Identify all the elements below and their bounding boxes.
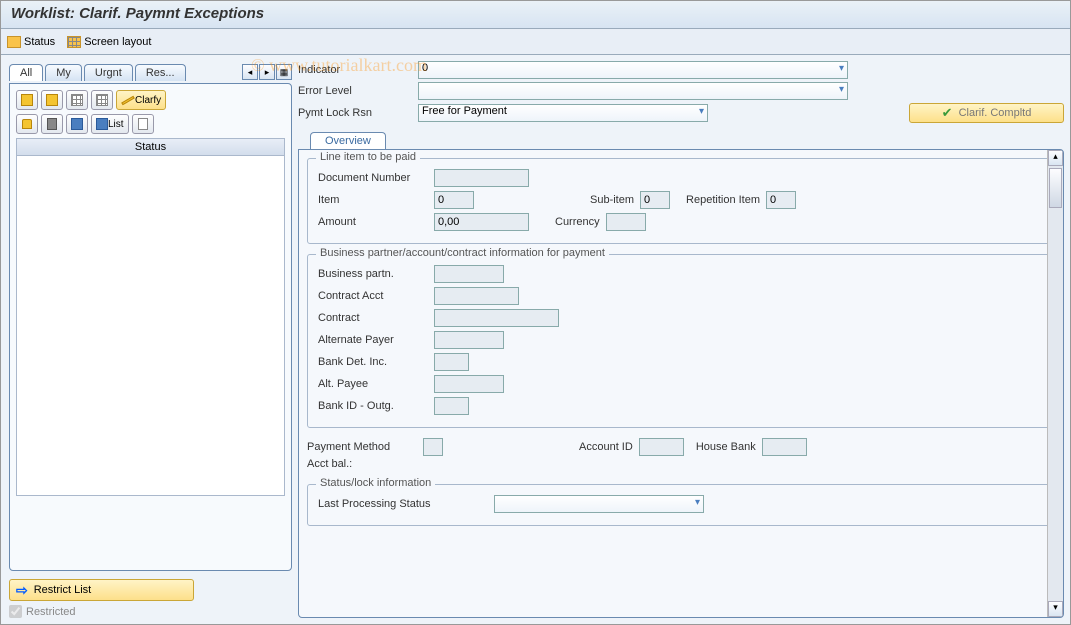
item-label: Item (318, 194, 428, 206)
restricted-label: Restricted (26, 606, 76, 618)
amount-label: Amount (318, 216, 428, 228)
bd-label: Bank Det. Inc. (318, 356, 428, 368)
group-bp-info: Business partner/account/contract inform… (307, 254, 1055, 428)
bd-input[interactable] (434, 353, 469, 371)
pymt-lock-label: Pymt Lock Rsn (298, 107, 418, 119)
currency-input[interactable] (606, 213, 646, 231)
status-header: Status (16, 138, 285, 156)
acct-bal-label: Acct bal.: (307, 458, 417, 470)
restrict-list-label: Restrict List (34, 584, 91, 596)
tb-list[interactable]: List (91, 114, 129, 134)
tb-grid2[interactable] (91, 90, 113, 110)
lps-label: Last Processing Status (318, 498, 488, 510)
sub-item-input[interactable] (640, 191, 670, 209)
doc-num-label: Document Number (318, 172, 428, 184)
menu-status[interactable]: Status (7, 36, 55, 48)
window-title: Worklist: Clarif. Paymnt Exceptions (1, 1, 1070, 29)
group-line-item: Line item to be paid Document Number Ite… (307, 158, 1055, 244)
overview-tab[interactable]: Overview (310, 132, 386, 149)
co-input[interactable] (434, 309, 559, 327)
ape-label: Alt. Payee (318, 378, 428, 390)
aid-label: Account ID (579, 441, 633, 453)
bp-input[interactable] (434, 265, 504, 283)
restricted-checkbox[interactable]: Restricted (9, 605, 292, 618)
left-box: Clarfy List Status (9, 83, 292, 571)
menu-bar: Status Screen layout (1, 29, 1070, 55)
ape-input[interactable] (434, 375, 504, 393)
right-panel: Indicator 0 Error Level Pymt Lock Rsn Fr… (296, 55, 1070, 624)
tab-nav-prev[interactable]: ◂ (242, 64, 258, 80)
menu-screen-layout-label: Screen layout (84, 36, 151, 48)
indicator-select[interactable]: 0 (418, 61, 848, 79)
tb-sigma[interactable] (41, 90, 63, 110)
pymt-lock-select[interactable]: Free for Payment (418, 104, 708, 122)
tb-clarfy-label: Clarfy (135, 95, 161, 106)
tb-trash[interactable] (41, 114, 63, 134)
pm-input[interactable] (423, 438, 443, 456)
tb-refresh[interactable] (66, 114, 88, 134)
rep-item-input[interactable] (766, 191, 796, 209)
currency-label: Currency (555, 216, 600, 228)
ca-input[interactable] (434, 287, 519, 305)
left-panel: All My Urgnt Res... ◂ ▸ ▦ Clarfy L (1, 55, 296, 624)
ap-input[interactable] (434, 331, 504, 349)
group-bp-title: Business partner/account/contract inform… (316, 247, 609, 259)
ca-label: Contract Acct (318, 290, 428, 302)
error-level-label: Error Level (298, 85, 418, 97)
tab-nav-list[interactable]: ▦ (276, 64, 292, 80)
group-status-title: Status/lock information (316, 477, 435, 489)
aid-input[interactable] (639, 438, 684, 456)
bio-input[interactable] (434, 397, 469, 415)
restrict-list-button[interactable]: ⇨Restrict List (9, 579, 194, 601)
tb-page[interactable] (132, 114, 154, 134)
item-input[interactable] (434, 191, 474, 209)
tb-lock[interactable] (16, 114, 38, 134)
sub-item-label: Sub-item (590, 194, 634, 206)
group-status-lock: Status/lock information Last Processing … (307, 484, 1055, 526)
pm-label: Payment Method (307, 441, 417, 453)
tab-row: All My Urgnt Res... ◂ ▸ ▦ (9, 61, 292, 83)
tb-clarfy[interactable]: Clarfy (116, 90, 166, 110)
tab-all[interactable]: All (9, 64, 43, 81)
group-line-item-title: Line item to be paid (316, 151, 420, 163)
bio-label: Bank ID - Outg. (318, 400, 428, 412)
inner-scrollbar[interactable]: ▴▾ (1047, 150, 1063, 617)
rep-item-label: Repetition Item (686, 194, 760, 206)
indicator-label: Indicator (298, 64, 418, 76)
ap-label: Alternate Payer (318, 334, 428, 346)
tb-list-label: List (108, 119, 124, 130)
overview-body: Line item to be paid Document Number Ite… (298, 149, 1064, 618)
hb-input[interactable] (762, 438, 807, 456)
menu-screen-layout[interactable]: Screen layout (67, 36, 151, 48)
bp-label: Business partn. (318, 268, 428, 280)
status-list[interactable] (16, 156, 285, 496)
hb-label: House Bank (696, 441, 756, 453)
tb-save[interactable] (16, 90, 38, 110)
lps-select[interactable] (494, 495, 704, 513)
tab-nav-next[interactable]: ▸ (259, 64, 275, 80)
clarif-compltd-button[interactable]: ✔Clarif. Compltd (909, 103, 1064, 123)
tab-res[interactable]: Res... (135, 64, 186, 81)
amount-input[interactable] (434, 213, 529, 231)
tab-my[interactable]: My (45, 64, 82, 81)
tab-urgnt[interactable]: Urgnt (84, 64, 133, 81)
error-level-select[interactable] (418, 82, 848, 100)
clarif-compltd-label: Clarif. Compltd (959, 107, 1032, 119)
menu-status-label: Status (24, 36, 55, 48)
tb-grid1[interactable] (66, 90, 88, 110)
co-label: Contract (318, 312, 428, 324)
doc-num-input[interactable] (434, 169, 529, 187)
